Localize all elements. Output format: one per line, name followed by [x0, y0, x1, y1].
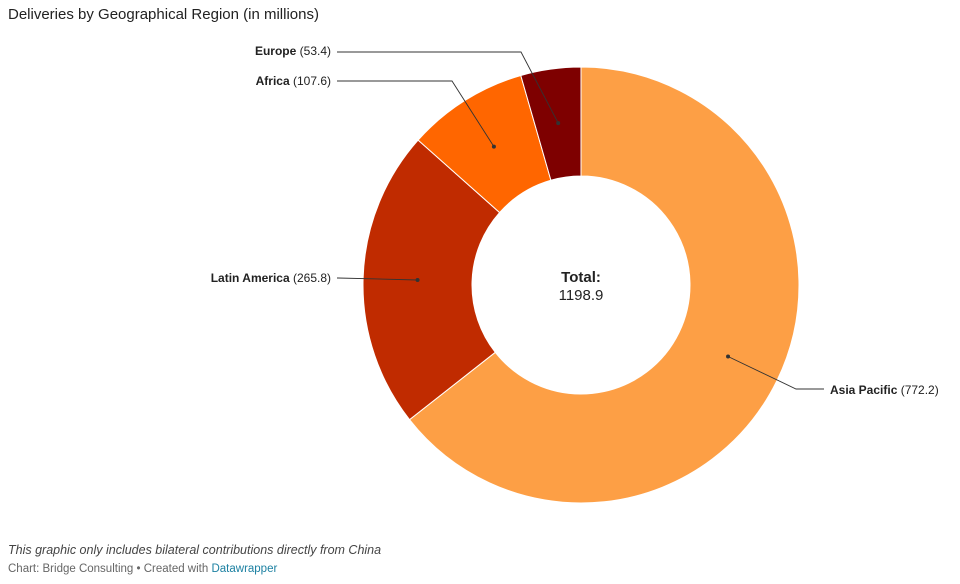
leader-line-asia-pacific	[727, 356, 824, 390]
slice-asia-pacific	[408, 66, 800, 504]
leader-line-europe	[337, 51, 559, 124]
slice-label-value: (53.4)	[296, 44, 331, 58]
footnote: This graphic only includes bilateral con…	[8, 543, 382, 557]
slice-label-name: Latin America	[211, 271, 290, 285]
slice-label-europe: Europe (53.4)	[255, 44, 331, 58]
datawrapper-link[interactable]: Datawrapper	[211, 563, 278, 575]
center-total-value: 1198.9	[559, 287, 604, 304]
center-total-title: Total:	[561, 269, 601, 286]
slice-label-group: Asia Pacific (772.2) Latin America (265.8…	[211, 44, 939, 397]
slice-label-name: Africa	[256, 74, 290, 88]
slice-label-name: Asia Pacific	[830, 383, 898, 397]
slice-group	[362, 66, 800, 504]
slice-label-africa: Africa (107.6)	[256, 74, 331, 88]
chart-title: Deliveries by Geographical Region (in mi…	[8, 6, 319, 23]
slice-label-value: (265.8)	[290, 271, 331, 285]
byline: Chart: Bridge Consulting • Created with …	[8, 563, 277, 575]
slice-label-value: (107.6)	[290, 74, 331, 88]
slice-label-value: (772.2)	[897, 383, 938, 397]
slice-label-asia-pacific: Asia Pacific (772.2)	[830, 383, 939, 397]
leader-line-latin-america	[337, 277, 418, 281]
slice-label-latin-america: Latin America (265.8)	[211, 271, 331, 285]
byline-source: Chart: Bridge Consulting • Created with	[8, 563, 209, 575]
slice-label-name: Europe	[255, 44, 297, 58]
slice-europe	[520, 66, 582, 181]
leader-line-group	[337, 51, 824, 390]
leader-line-africa	[337, 80, 495, 147]
slice-latin-america	[362, 139, 501, 421]
